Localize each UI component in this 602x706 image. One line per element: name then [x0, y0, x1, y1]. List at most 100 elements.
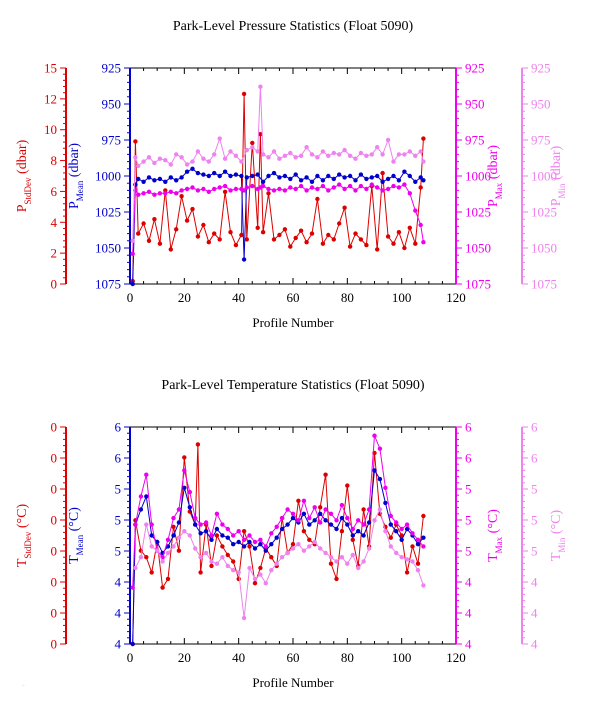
data-point-mean	[328, 522, 334, 527]
data-point-mean	[301, 511, 307, 516]
data-point-min	[391, 159, 396, 164]
data-point-max	[391, 183, 396, 189]
data-point-max	[214, 511, 220, 516]
y-tick-label-mean: 6	[115, 420, 122, 435]
data-point-max	[133, 522, 138, 527]
x-tick-label: 20	[178, 650, 191, 665]
data-point-std	[195, 234, 201, 239]
data-point-std	[228, 230, 233, 235]
y-tick-label-min: 5	[531, 482, 538, 497]
data-point-mean	[212, 170, 217, 176]
data-point-std	[171, 524, 176, 529]
data-point-max	[407, 191, 412, 196]
data-point-mean	[383, 500, 388, 506]
y-axis-label-main: T	[67, 555, 82, 564]
data-point-max	[385, 186, 391, 192]
data-point-max	[342, 186, 347, 192]
data-point-min	[301, 548, 307, 553]
data-point-mean	[380, 179, 385, 184]
data-point-max	[358, 183, 364, 189]
data-point-mean	[193, 522, 198, 527]
data-point-max	[380, 188, 385, 193]
data-point-mean	[179, 175, 184, 180]
y-tick-label-max: 4	[465, 575, 472, 590]
chart-title: Park-Level Pressure Statistics (Float 50…	[173, 19, 414, 34]
y-axis-label-main: P	[15, 204, 30, 212]
y-tick-label-min: 1025	[531, 205, 557, 220]
data-point-min	[231, 568, 236, 573]
data-point-max	[315, 186, 320, 192]
series-line-min	[134, 508, 424, 619]
y-tick-label-max: 925	[465, 61, 485, 76]
y-axis-label-sub: Min	[557, 537, 567, 553]
data-point-max	[149, 522, 154, 527]
data-point-min	[212, 152, 217, 157]
y-axis-label-min: TMin (°C)	[549, 509, 567, 561]
data-point-min	[361, 559, 366, 564]
data-point-max	[402, 182, 407, 187]
data-point-max	[263, 544, 268, 549]
data-point-std	[334, 576, 339, 582]
data-point-max	[222, 183, 228, 189]
data-point-min	[195, 149, 201, 154]
y-tick-label-std: 0	[51, 420, 58, 435]
y-tick-label-std: 12	[44, 91, 57, 106]
data-point-min	[337, 152, 342, 157]
pressure-chart: Park-Level Pressure Statistics (Float 50…	[15, 19, 567, 330]
data-point-mean	[239, 173, 244, 179]
y-axis-label-sub: Min	[557, 183, 567, 199]
data-point-mean	[337, 172, 342, 177]
data-point-max	[323, 507, 328, 512]
data-point-min	[225, 563, 230, 569]
y-axis-label-main: P	[67, 201, 82, 209]
data-point-min	[383, 529, 388, 534]
data-point-min	[155, 548, 160, 553]
data-point-max	[136, 192, 141, 197]
x-tick-label: 100	[392, 290, 412, 305]
data-point-mean	[190, 166, 195, 171]
data-point-max	[187, 489, 192, 495]
data-point-min	[184, 162, 190, 167]
data-point-max	[130, 251, 135, 256]
data-point-mean	[174, 178, 179, 183]
data-point-min	[356, 565, 361, 571]
data-point-std	[307, 537, 312, 542]
data-point-max	[356, 518, 361, 523]
data-point-std	[141, 221, 146, 226]
data-point-std	[146, 238, 152, 243]
data-point-mean	[347, 173, 353, 179]
data-point-max	[146, 189, 152, 194]
y-tick-label-std: 2	[51, 246, 58, 261]
data-point-std	[255, 225, 260, 230]
data-point-max	[274, 524, 279, 529]
plot-frame	[129, 426, 457, 645]
data-point-mean	[149, 533, 154, 538]
y-tick-label-min: 4	[531, 606, 538, 621]
data-point-mean	[361, 533, 366, 538]
data-point-min	[160, 559, 165, 564]
data-point-min	[260, 152, 266, 157]
data-point-mean	[323, 518, 328, 523]
data-point-min	[269, 568, 274, 573]
data-point-max	[231, 533, 236, 538]
data-point-std	[296, 498, 301, 503]
y-axis-label-max: TMax (°C)	[486, 509, 504, 562]
data-point-min	[228, 149, 233, 154]
x-tick-label: 0	[127, 290, 134, 305]
data-point-max	[152, 192, 157, 197]
data-point-min	[168, 162, 173, 167]
data-point-min	[179, 155, 184, 160]
data-point-mean	[288, 176, 293, 182]
data-point-min	[157, 156, 163, 161]
data-point-min	[136, 163, 141, 169]
data-point-max	[347, 183, 353, 189]
data-point-min	[399, 555, 404, 560]
data-point-max	[203, 520, 209, 525]
x-tick-label: 120	[446, 650, 466, 665]
data-point-mean	[220, 533, 225, 538]
data-point-mean	[263, 548, 268, 553]
data-point-min	[279, 555, 285, 560]
data-point-max	[184, 186, 190, 192]
data-point-min	[193, 546, 198, 551]
